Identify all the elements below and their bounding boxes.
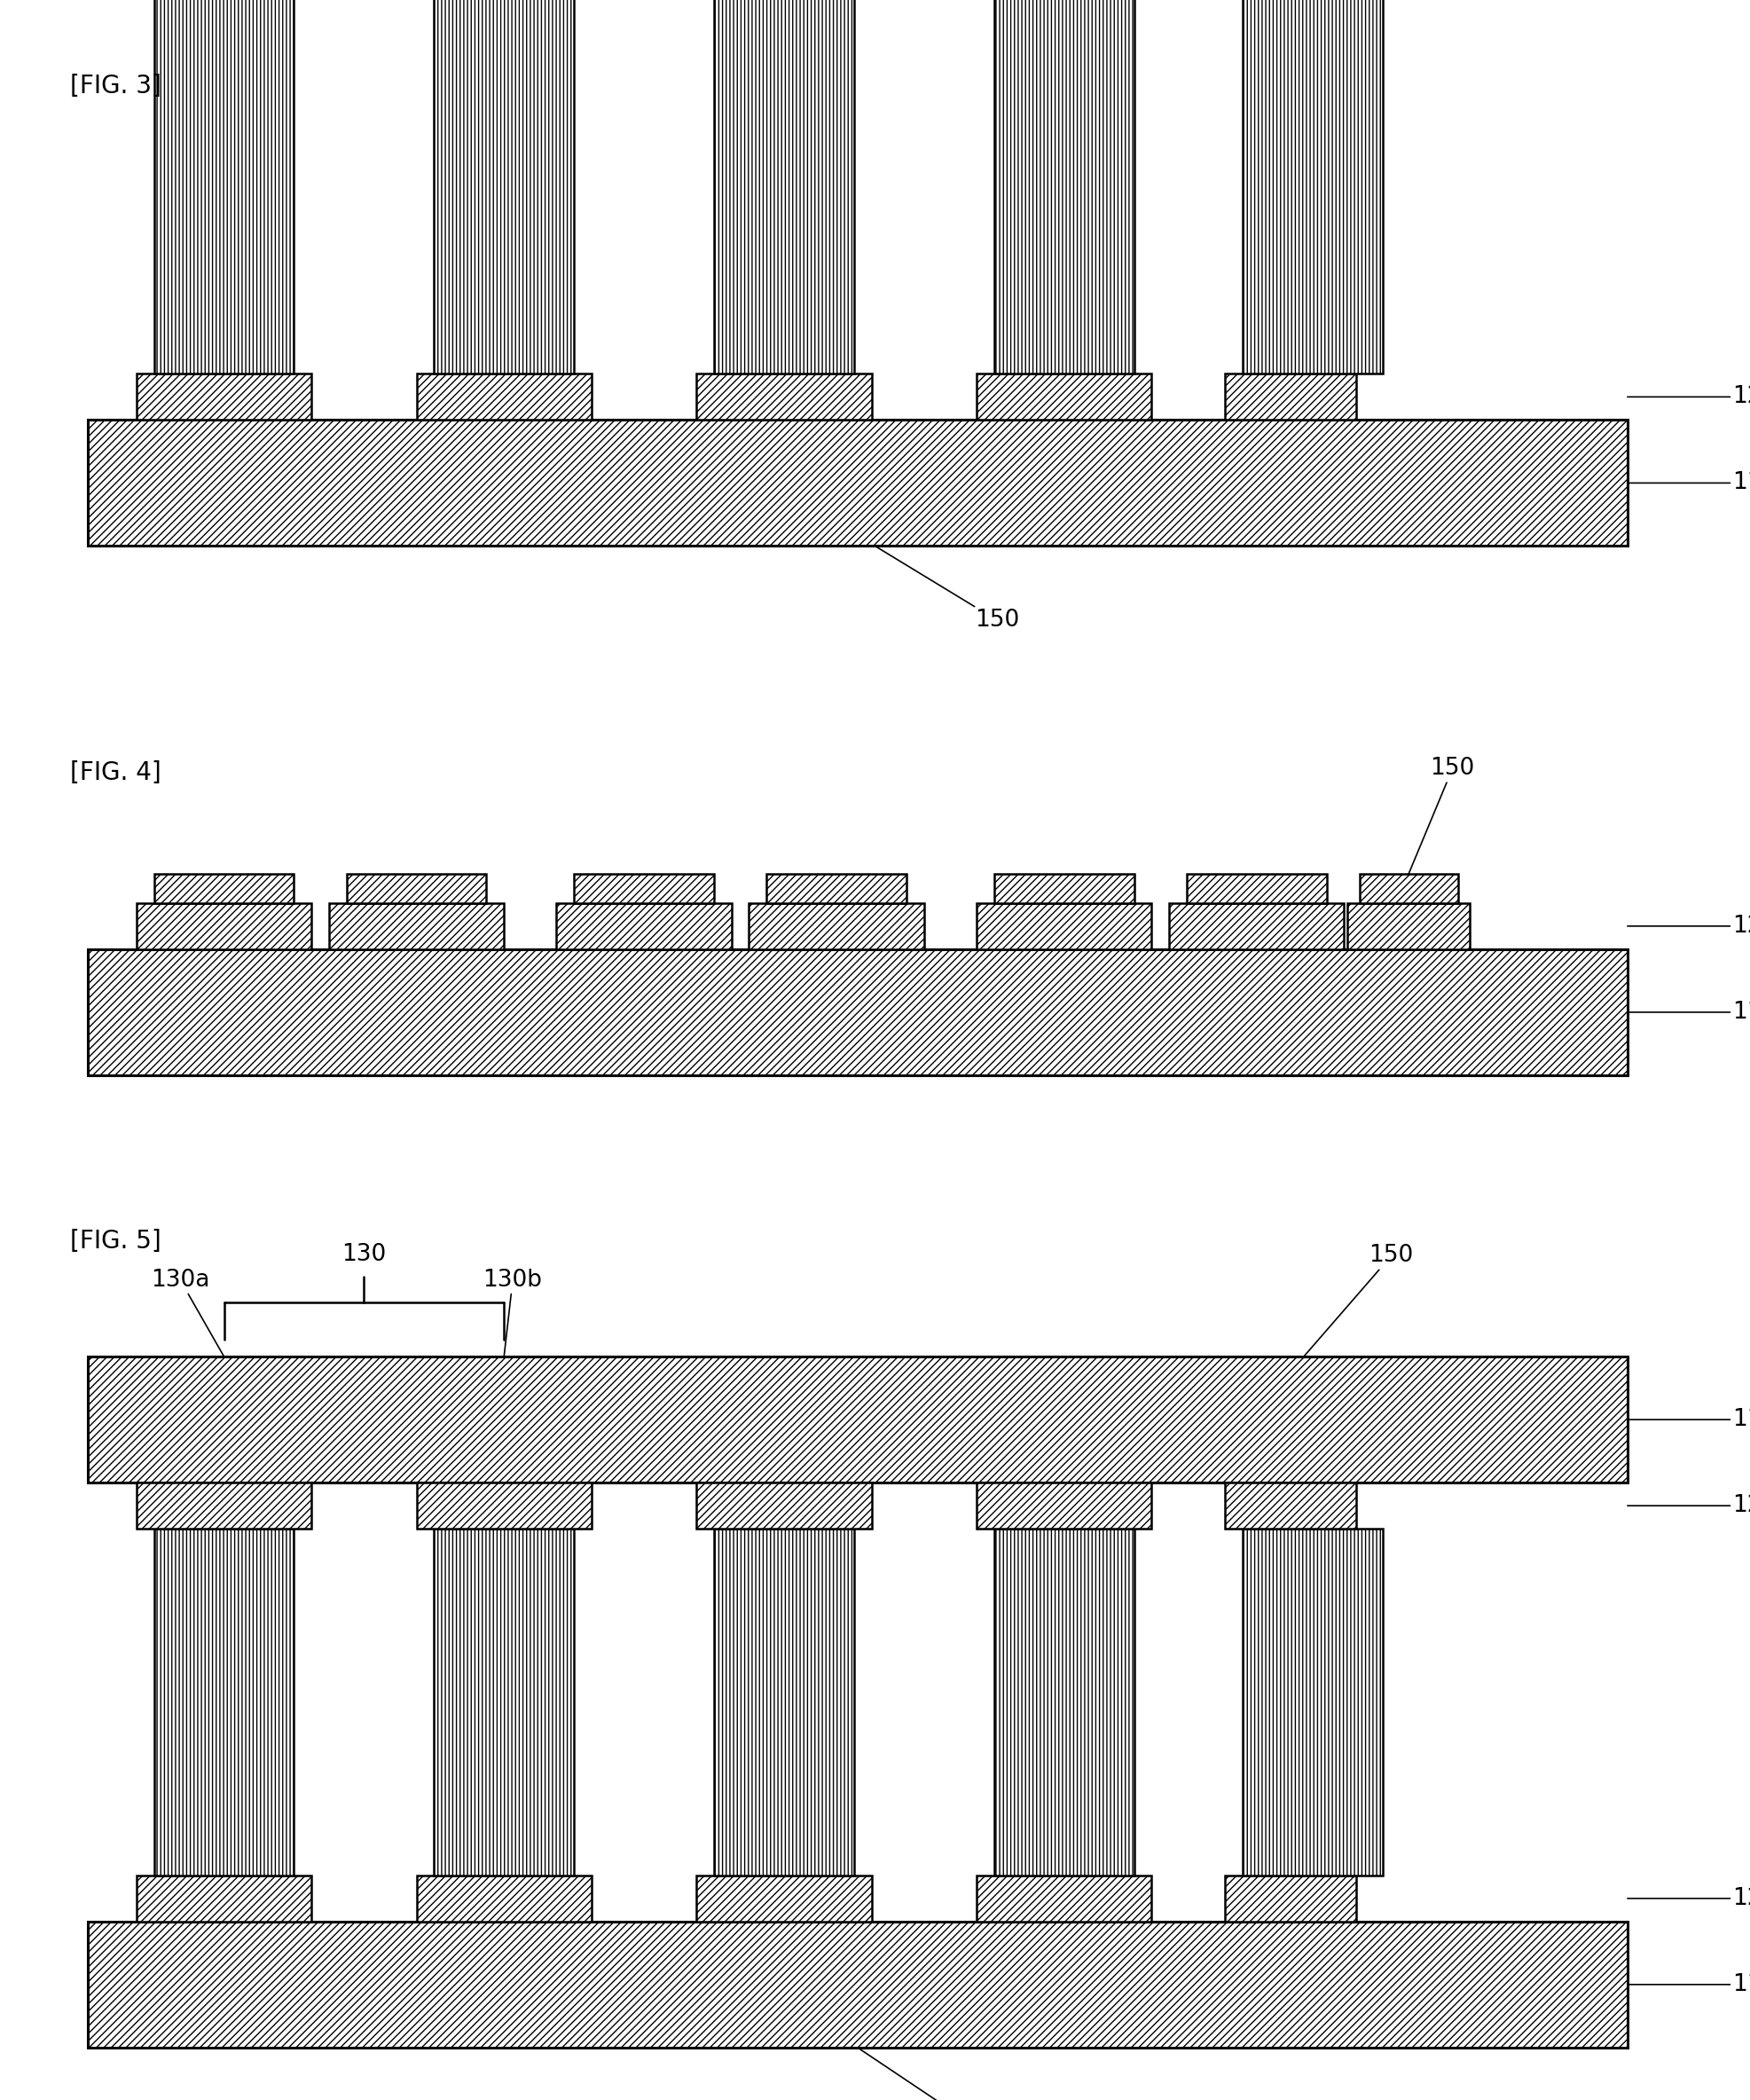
Text: 150: 150 [1409, 758, 1475, 874]
Bar [1360, 874, 1458, 903]
Text: 110b: 110b [1628, 1409, 1750, 1430]
Bar [556, 903, 732, 949]
Bar [1242, 1529, 1382, 1875]
Bar [88, 949, 1628, 1075]
Bar [1225, 1483, 1356, 1529]
Text: [FIG. 5]: [FIG. 5] [70, 1228, 161, 1254]
Bar [1348, 903, 1470, 949]
Bar [714, 0, 854, 374]
Bar [977, 374, 1152, 420]
Bar [88, 1357, 1628, 1483]
Bar [88, 1922, 1628, 2048]
Bar [1242, 0, 1382, 374]
Bar [416, 374, 592, 420]
Bar [994, 0, 1134, 374]
Bar [714, 1529, 854, 1875]
Text: 130: 130 [341, 1243, 387, 1266]
Bar [994, 874, 1134, 903]
Bar [434, 0, 574, 374]
Text: 130a: 130a [150, 1268, 224, 1357]
Bar [1187, 874, 1327, 903]
Text: 110a: 110a [1628, 1974, 1750, 1995]
Bar [1225, 1875, 1356, 1922]
Bar [136, 1875, 311, 1922]
Text: 110a: 110a [1628, 472, 1750, 494]
Bar [749, 903, 924, 949]
Text: 150: 150 [875, 546, 1020, 632]
Text: 120b: 120b [1628, 1495, 1750, 1516]
Text: [FIG. 3]: [FIG. 3] [70, 74, 161, 99]
Text: 120a: 120a [1628, 1888, 1750, 1909]
Bar [346, 874, 487, 903]
Bar [1225, 374, 1356, 420]
Bar [136, 903, 311, 949]
Bar [977, 1483, 1152, 1529]
Text: 130b: 130b [483, 1268, 542, 1357]
Bar [696, 374, 872, 420]
Bar [154, 1529, 294, 1875]
Bar [1169, 903, 1344, 949]
Bar [434, 1529, 574, 1875]
Bar [977, 1875, 1152, 1922]
Text: 110b: 110b [1628, 1002, 1750, 1023]
Bar [329, 903, 504, 949]
Bar [696, 1875, 872, 1922]
Text: [FIG. 4]: [FIG. 4] [70, 760, 161, 785]
Text: 150: 150 [858, 2047, 985, 2100]
Bar [416, 1483, 592, 1529]
Bar [154, 0, 294, 374]
Bar [416, 1875, 592, 1922]
Bar [136, 374, 311, 420]
Bar [696, 1483, 872, 1529]
Bar [574, 874, 714, 903]
Bar [154, 874, 294, 903]
Text: 150: 150 [1304, 1245, 1414, 1357]
Bar [136, 1483, 311, 1529]
Text: 120a: 120a [1628, 386, 1750, 407]
Bar [994, 1529, 1134, 1875]
Bar [88, 420, 1628, 546]
Text: 120b: 120b [1628, 916, 1750, 937]
Bar [766, 874, 906, 903]
Bar [977, 903, 1152, 949]
